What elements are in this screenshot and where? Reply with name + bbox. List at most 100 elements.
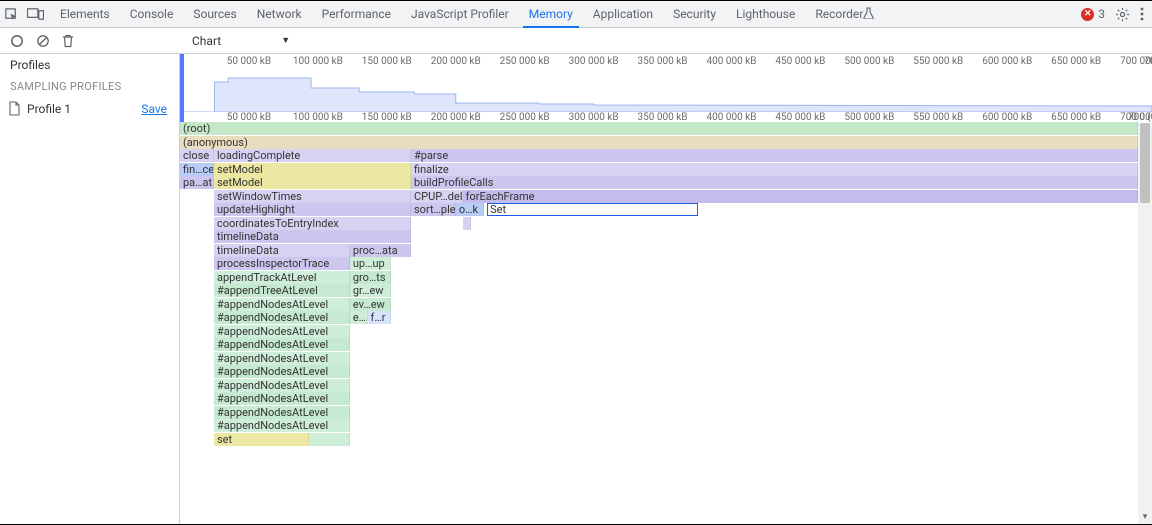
flame-bar[interactable]: #appendNodesAtLevel: [214, 392, 350, 405]
flame-bar[interactable]: setModel: [214, 163, 411, 176]
flame-bar[interactable]: #appendNodesAtLevel: [214, 365, 350, 378]
tab-lighthouse[interactable]: Lighthouse: [726, 1, 805, 27]
device-toolbar-icon[interactable]: [27, 7, 44, 21]
flame-bar[interactable]: #appendNodesAtLevel: [214, 311, 350, 324]
flame-row: closeloadingComplete#parse: [180, 149, 1138, 162]
flame-bar[interactable]: #parse: [411, 149, 1138, 162]
flame-bar[interactable]: up…up: [350, 257, 391, 270]
flame-bar[interactable]: buildProfileCalls: [411, 176, 1138, 189]
flame-row: processInspectorTraceup…up: [180, 257, 1138, 270]
inspect-icon[interactable]: [4, 7, 19, 22]
record-icon[interactable]: [10, 34, 24, 48]
flame-bar[interactable]: CPUP…del: [411, 190, 463, 203]
flame-bar[interactable]: processInspectorTrace: [214, 257, 350, 270]
scrollbar-down-icon[interactable]: ▾: [1138, 510, 1152, 524]
tab-console[interactable]: Console: [120, 1, 184, 27]
flame-row: (root): [180, 122, 1138, 135]
flame-bar[interactable]: (root): [180, 122, 1138, 135]
tab-performance[interactable]: Performance: [312, 1, 401, 27]
flame-row: #appendNodesAtLevel: [180, 406, 1138, 419]
flame-bar[interactable]: #appendNodesAtLevel: [214, 352, 350, 365]
tab-javascript-profiler[interactable]: JavaScript Profiler: [401, 1, 519, 27]
ruler-tick: 400 000 kB: [706, 56, 756, 67]
tab-sources[interactable]: Sources: [183, 1, 246, 27]
flame-bar[interactable]: #appendTreeAtLevel: [214, 284, 350, 297]
vertical-scrollbar[interactable]: ▾: [1138, 123, 1152, 524]
flame-row: #appendNodesAtLevel: [180, 352, 1138, 365]
flame-row: fin…cesetModelfinalize: [180, 163, 1138, 176]
profile-name: Profile 1: [27, 102, 135, 116]
flame-bar[interactable]: #appendNodesAtLevel: [214, 338, 350, 351]
settings-icon[interactable]: [1115, 7, 1130, 22]
clear-icon[interactable]: [36, 34, 50, 48]
flame-bar[interactable]: proc…ata: [350, 244, 411, 257]
tab-memory[interactable]: Memory: [519, 1, 583, 27]
tab-elements[interactable]: Elements: [50, 1, 120, 27]
flame-bar[interactable]: coordinatesToEntryIndex: [214, 217, 411, 230]
tab-network[interactable]: Network: [247, 1, 312, 27]
profile-save-link[interactable]: Save: [141, 102, 171, 116]
ruler-tick: 550 000 kB: [913, 56, 963, 67]
flame-bar[interactable]: close: [180, 149, 214, 162]
flame-bar[interactable]: f…r: [368, 311, 391, 324]
flame-bar[interactable]: #appendNodesAtLevel: [214, 379, 350, 392]
flame-row: #appendNodesAtLevelev…ew: [180, 298, 1138, 311]
flame-bar[interactable]: set: [214, 433, 309, 446]
devtools-tabstrip: ElementsConsoleSourcesNetworkPerformance…: [0, 1, 1152, 28]
panel-tabs: ElementsConsoleSourcesNetworkPerformance…: [50, 1, 1075, 27]
flame-bar[interactable]: (anonymous): [180, 136, 1138, 149]
ruler-tick: 650 000 kB: [1051, 56, 1101, 67]
tab-application[interactable]: Application: [583, 1, 663, 27]
flame-bar[interactable]: finalize: [411, 163, 1138, 176]
flame-bar[interactable]: fin…ce: [180, 163, 214, 176]
delete-icon[interactable]: [62, 34, 74, 48]
flame-bar[interactable]: setModel: [214, 176, 411, 189]
flame-bar[interactable]: gro…ts: [350, 271, 391, 284]
flame-bar[interactable]: #appendNodesAtLevel: [214, 298, 350, 311]
dock-controls: [4, 1, 50, 27]
flame-bar[interactable]: #appendNodesAtLevel: [214, 419, 350, 432]
flame-bar[interactable]: Set: [487, 203, 698, 216]
flame-bar[interactable]: timelineData: [214, 244, 350, 257]
flame-row: updateHighlightsort…pleso…kSet: [180, 203, 1138, 216]
ruler-tick: 450 000 kB: [775, 56, 825, 67]
view-dropdown[interactable]: Chart ▼: [186, 34, 296, 48]
flame-bar[interactable]: o…k: [456, 203, 485, 216]
flame-bar[interactable]: sort…ples: [411, 203, 456, 216]
tab-security[interactable]: Security: [663, 1, 726, 27]
flame-row: #appendNodesAtLevel: [180, 338, 1138, 351]
flame-bar[interactable]: [463, 217, 471, 230]
toolbar-left: [0, 28, 180, 53]
flame-row: #appendNodesAtLevel: [180, 419, 1138, 432]
error-count: 3: [1098, 7, 1105, 21]
flame-bar[interactable]: e…: [350, 311, 368, 324]
flame-row: setWindowTimesCPUP…delforEachFrame: [180, 190, 1138, 203]
flame-bar[interactable]: forEachFrame: [463, 190, 1138, 203]
flame-bar[interactable]: pa…at: [180, 176, 214, 189]
more-icon[interactable]: [1140, 7, 1144, 21]
flame-row: #appendNodesAtLevel: [180, 365, 1138, 378]
flame-bar[interactable]: [309, 433, 350, 446]
flame-bar[interactable]: timelineData: [214, 230, 411, 243]
chevron-down-icon: ▼: [281, 35, 290, 46]
flame-bar[interactable]: #appendNodesAtLevel: [214, 325, 350, 338]
overview-selection[interactable]: [180, 54, 184, 122]
flame-bar[interactable]: gr…ew: [350, 284, 391, 297]
flame-bar[interactable]: appendTrackAtLevel: [214, 271, 350, 284]
flame-row: coordinatesToEntryIndex: [180, 217, 1138, 230]
error-badge[interactable]: ✕ 3: [1081, 7, 1105, 21]
flame-row: #appendNodesAtLevel: [180, 392, 1138, 405]
flame-chart-viewport[interactable]: (root)(anonymous)closeloadingComplete#pa…: [180, 122, 1152, 524]
overview-minimap[interactable]: 50 000 kB100 000 kB150 000 kB200 000 kB2…: [180, 54, 1152, 122]
flame-bar[interactable]: #appendNodesAtLevel: [214, 406, 350, 419]
flame-bar[interactable]: updateHighlight: [214, 203, 411, 216]
flame-bar[interactable]: setWindowTimes: [214, 190, 411, 203]
profile-row[interactable]: Profile 1 Save: [0, 97, 179, 120]
ruler-tick: 350 000 kB: [638, 56, 688, 67]
tab-recorder[interactable]: Recorder: [805, 1, 884, 27]
flame-bar[interactable]: loadingComplete: [214, 149, 411, 162]
flask-icon: [863, 7, 874, 22]
flame-row: set: [180, 433, 1138, 446]
scrollbar-thumb[interactable]: [1140, 123, 1150, 203]
flame-bar[interactable]: ev…ew: [350, 298, 391, 311]
